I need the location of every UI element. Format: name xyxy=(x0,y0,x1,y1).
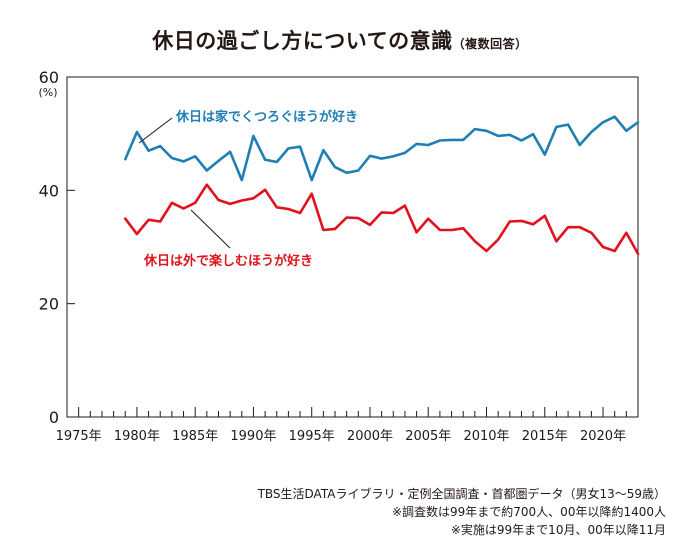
series-layer xyxy=(124,115,640,256)
x-tick-label: 1990年 xyxy=(230,429,276,444)
red-series-label: 休日は外で楽しむほうが好き xyxy=(143,253,313,269)
x-tick-label: 2015年 xyxy=(522,429,568,444)
y-tick-label: 60 xyxy=(39,68,59,87)
y-tick-label: 0 xyxy=(49,408,59,427)
x-axis: 1975年 1980年 1985年 1990年 1995年 2000年 2005年 2010年… xyxy=(56,407,639,444)
blue-series-leader-line xyxy=(138,117,173,144)
red-series-leader-line xyxy=(190,209,231,249)
series-line-enjoy-outside xyxy=(124,183,640,256)
footnote-source: TBS生活DATAライブラリ・定例全国調査・首都圏データ（男女13〜59歳） xyxy=(257,487,666,501)
y-axis: 0 20 40 60 xyxy=(39,68,75,427)
x-tick-label: 1980年 xyxy=(114,429,160,444)
blue-series-label: 休日は家でくつろぐほうが好き xyxy=(175,109,358,125)
chart-title-sub: （複数回答） xyxy=(452,37,528,51)
x-tick-label: 2010年 xyxy=(463,429,509,444)
y-tick-label: 20 xyxy=(39,295,59,314)
y-tick-label: 40 xyxy=(39,181,59,200)
x-tick-label: 2000年 xyxy=(347,429,393,444)
footnote-sample-size: ※調査数は99年まで約700人、00年以降約1400人 xyxy=(391,505,666,519)
chart-title: 休日の過ごし方についての意識（複数回答） xyxy=(0,25,680,55)
x-tick-label: 1975年 xyxy=(56,429,102,444)
x-tick-label: 2020年 xyxy=(580,429,626,444)
chart-title-main: 休日の過ごし方についての意識 xyxy=(152,29,453,53)
series-line-relax-at-home xyxy=(124,115,640,182)
x-tick-label: 1985年 xyxy=(172,429,218,444)
x-tick-label: 2005年 xyxy=(405,429,451,444)
y-axis-unit-label: (%) xyxy=(38,86,57,99)
plot-frame xyxy=(66,76,639,418)
footnote-timing: ※実施は99年まで10月、00年以降11月 xyxy=(450,523,666,537)
x-tick-label: 1995年 xyxy=(289,429,335,444)
annotations: 休日は家でくつろぐほうが好き 休日は外で楽しむほうが好き xyxy=(138,109,358,269)
